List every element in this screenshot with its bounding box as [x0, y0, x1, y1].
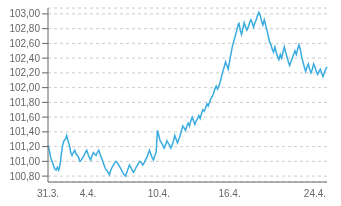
- svg-text:102,60: 102,60: [9, 38, 40, 49]
- svg-text:31.3.: 31.3.: [37, 188, 59, 199]
- svg-text:10.4.: 10.4.: [148, 188, 170, 199]
- svg-text:102,00: 102,00: [9, 82, 40, 93]
- svg-text:102,20: 102,20: [9, 67, 40, 78]
- svg-text:101,20: 101,20: [9, 141, 40, 152]
- svg-text:100,80: 100,80: [9, 171, 40, 182]
- svg-text:102,80: 102,80: [9, 23, 40, 34]
- svg-text:101,80: 101,80: [9, 97, 40, 108]
- svg-text:101,40: 101,40: [9, 126, 40, 137]
- svg-text:101,60: 101,60: [9, 112, 40, 123]
- svg-text:101,00: 101,00: [9, 156, 40, 167]
- svg-text:103,00: 103,00: [9, 8, 40, 19]
- svg-text:16.4.: 16.4.: [218, 188, 240, 199]
- svg-text:4.4.: 4.4.: [80, 188, 97, 199]
- svg-text:102,40: 102,40: [9, 53, 40, 64]
- svg-text:24.4.: 24.4.: [304, 188, 326, 199]
